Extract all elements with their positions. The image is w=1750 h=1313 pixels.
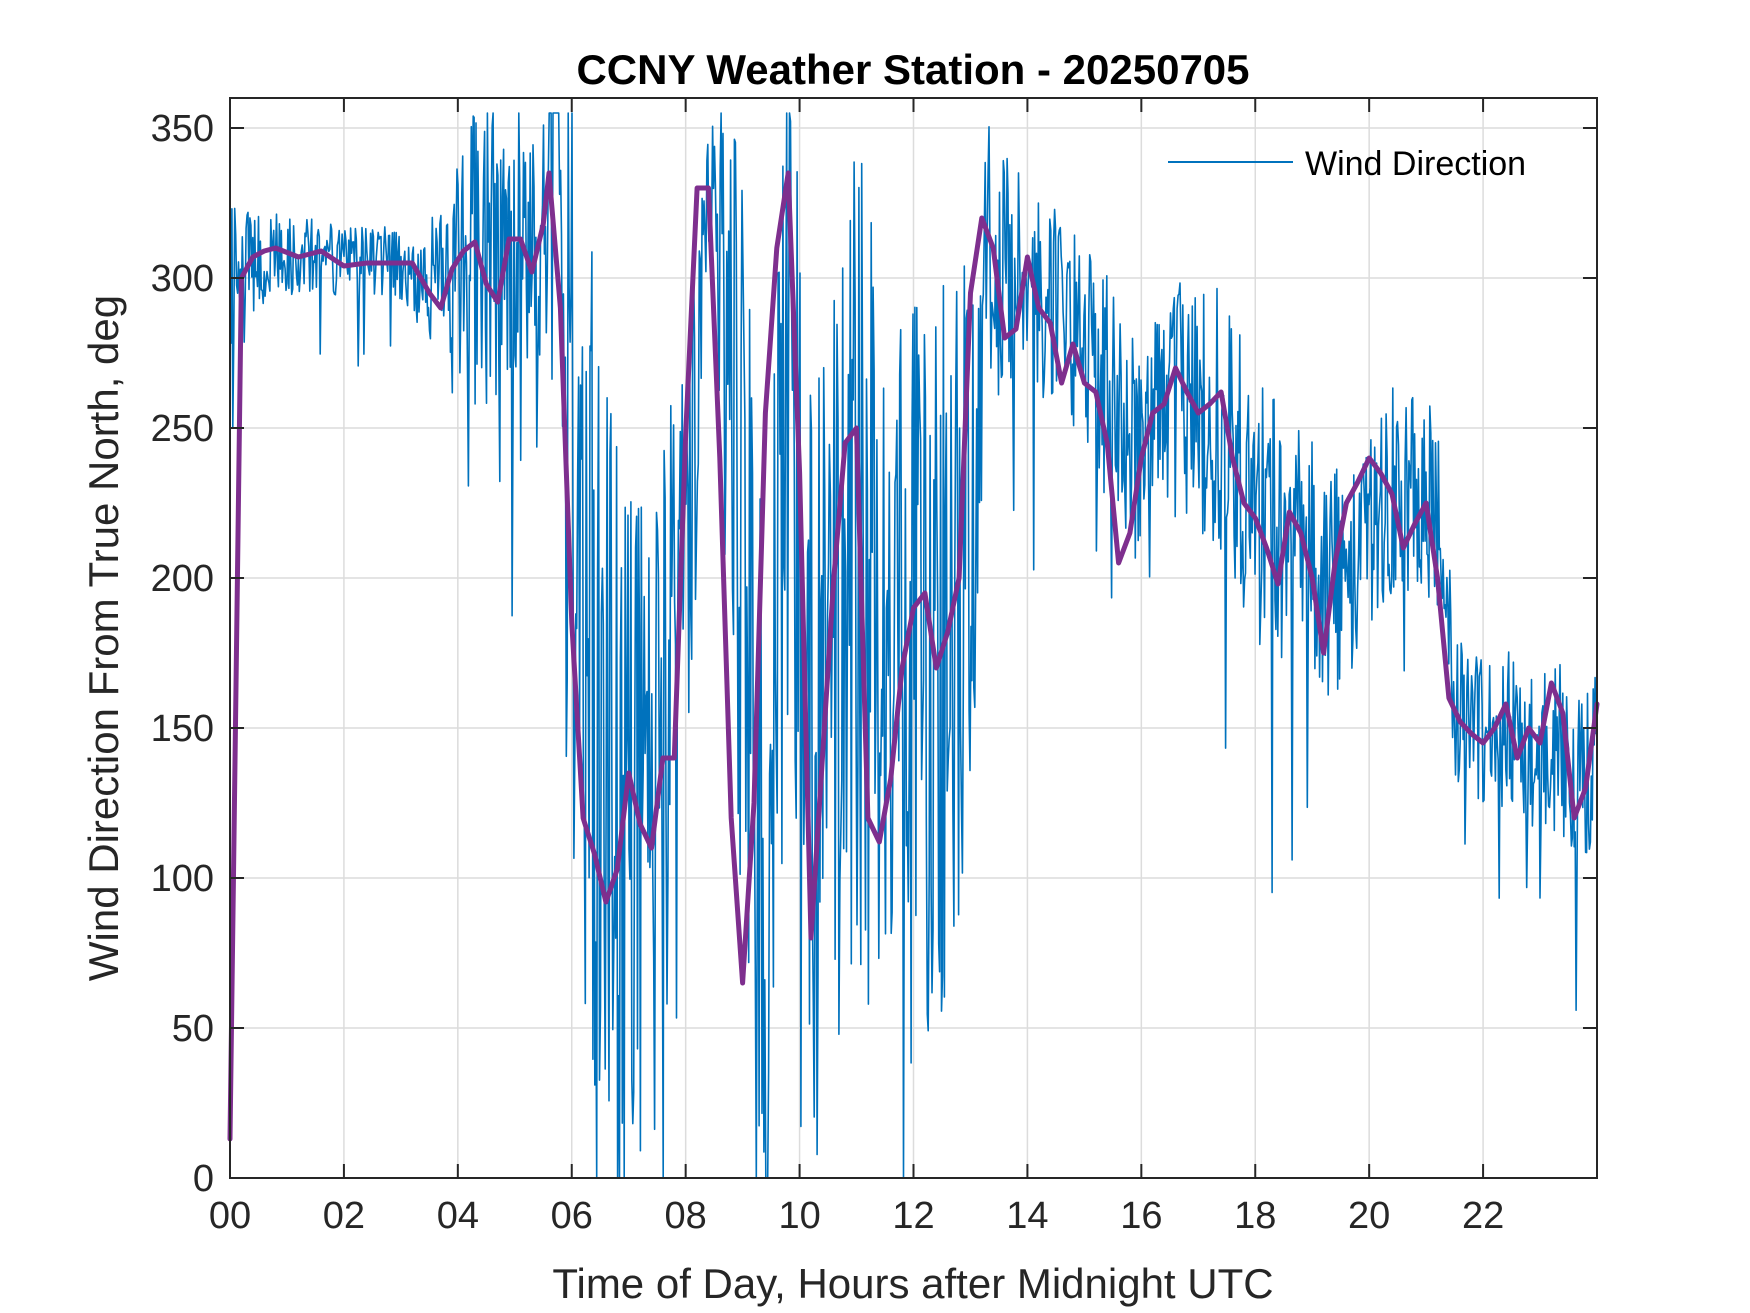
- raw-wind-direction-series: [229, 112, 1598, 1179]
- x-tick-label: 18: [1234, 1195, 1276, 1237]
- chart-title: CCNY Weather Station - 20250705: [576, 46, 1249, 93]
- y-tick-label: 200: [151, 558, 214, 600]
- raw-wind-direction-line: [229, 112, 1598, 1179]
- x-tick-label: 00: [209, 1195, 251, 1237]
- x-tick-label: 10: [778, 1195, 820, 1237]
- smoothed-wind-direction-series: [227, 170, 1600, 1142]
- x-tick-label: 22: [1462, 1195, 1504, 1237]
- x-axis-label: Time of Day, Hours after Midnight UTC: [552, 1260, 1273, 1307]
- x-tick-label: 12: [892, 1195, 934, 1237]
- y-tick-label: 50: [172, 1008, 214, 1050]
- x-tick-label: 04: [437, 1195, 479, 1237]
- y-tick-label: 100: [151, 858, 214, 900]
- x-tick-label: 14: [1006, 1195, 1048, 1237]
- smoothed-wind-direction-line: [227, 170, 1600, 1142]
- x-tick-label: 06: [551, 1195, 593, 1237]
- axis-ticks: 00 02 04 06 08 10 12 14 16 18 20 22 0 50 100 150 200 250 3…: [151, 98, 1597, 1237]
- x-tick-label: 16: [1120, 1195, 1162, 1237]
- legend-label-wind-direction: Wind Direction: [1305, 145, 1526, 183]
- y-axis-label: Wind Direction From True North, deg: [80, 295, 127, 981]
- y-tick-label: 300: [151, 258, 214, 300]
- x-tick-label: 20: [1348, 1195, 1390, 1237]
- legend: Wind Direction: [1168, 145, 1526, 183]
- y-tick-label: 150: [151, 708, 214, 750]
- x-tick-label: 08: [665, 1195, 707, 1237]
- y-tick-label: 250: [151, 408, 214, 450]
- y-tick-label: 0: [193, 1158, 214, 1200]
- y-tick-label: 350: [151, 108, 214, 150]
- x-tick-label: 02: [323, 1195, 365, 1237]
